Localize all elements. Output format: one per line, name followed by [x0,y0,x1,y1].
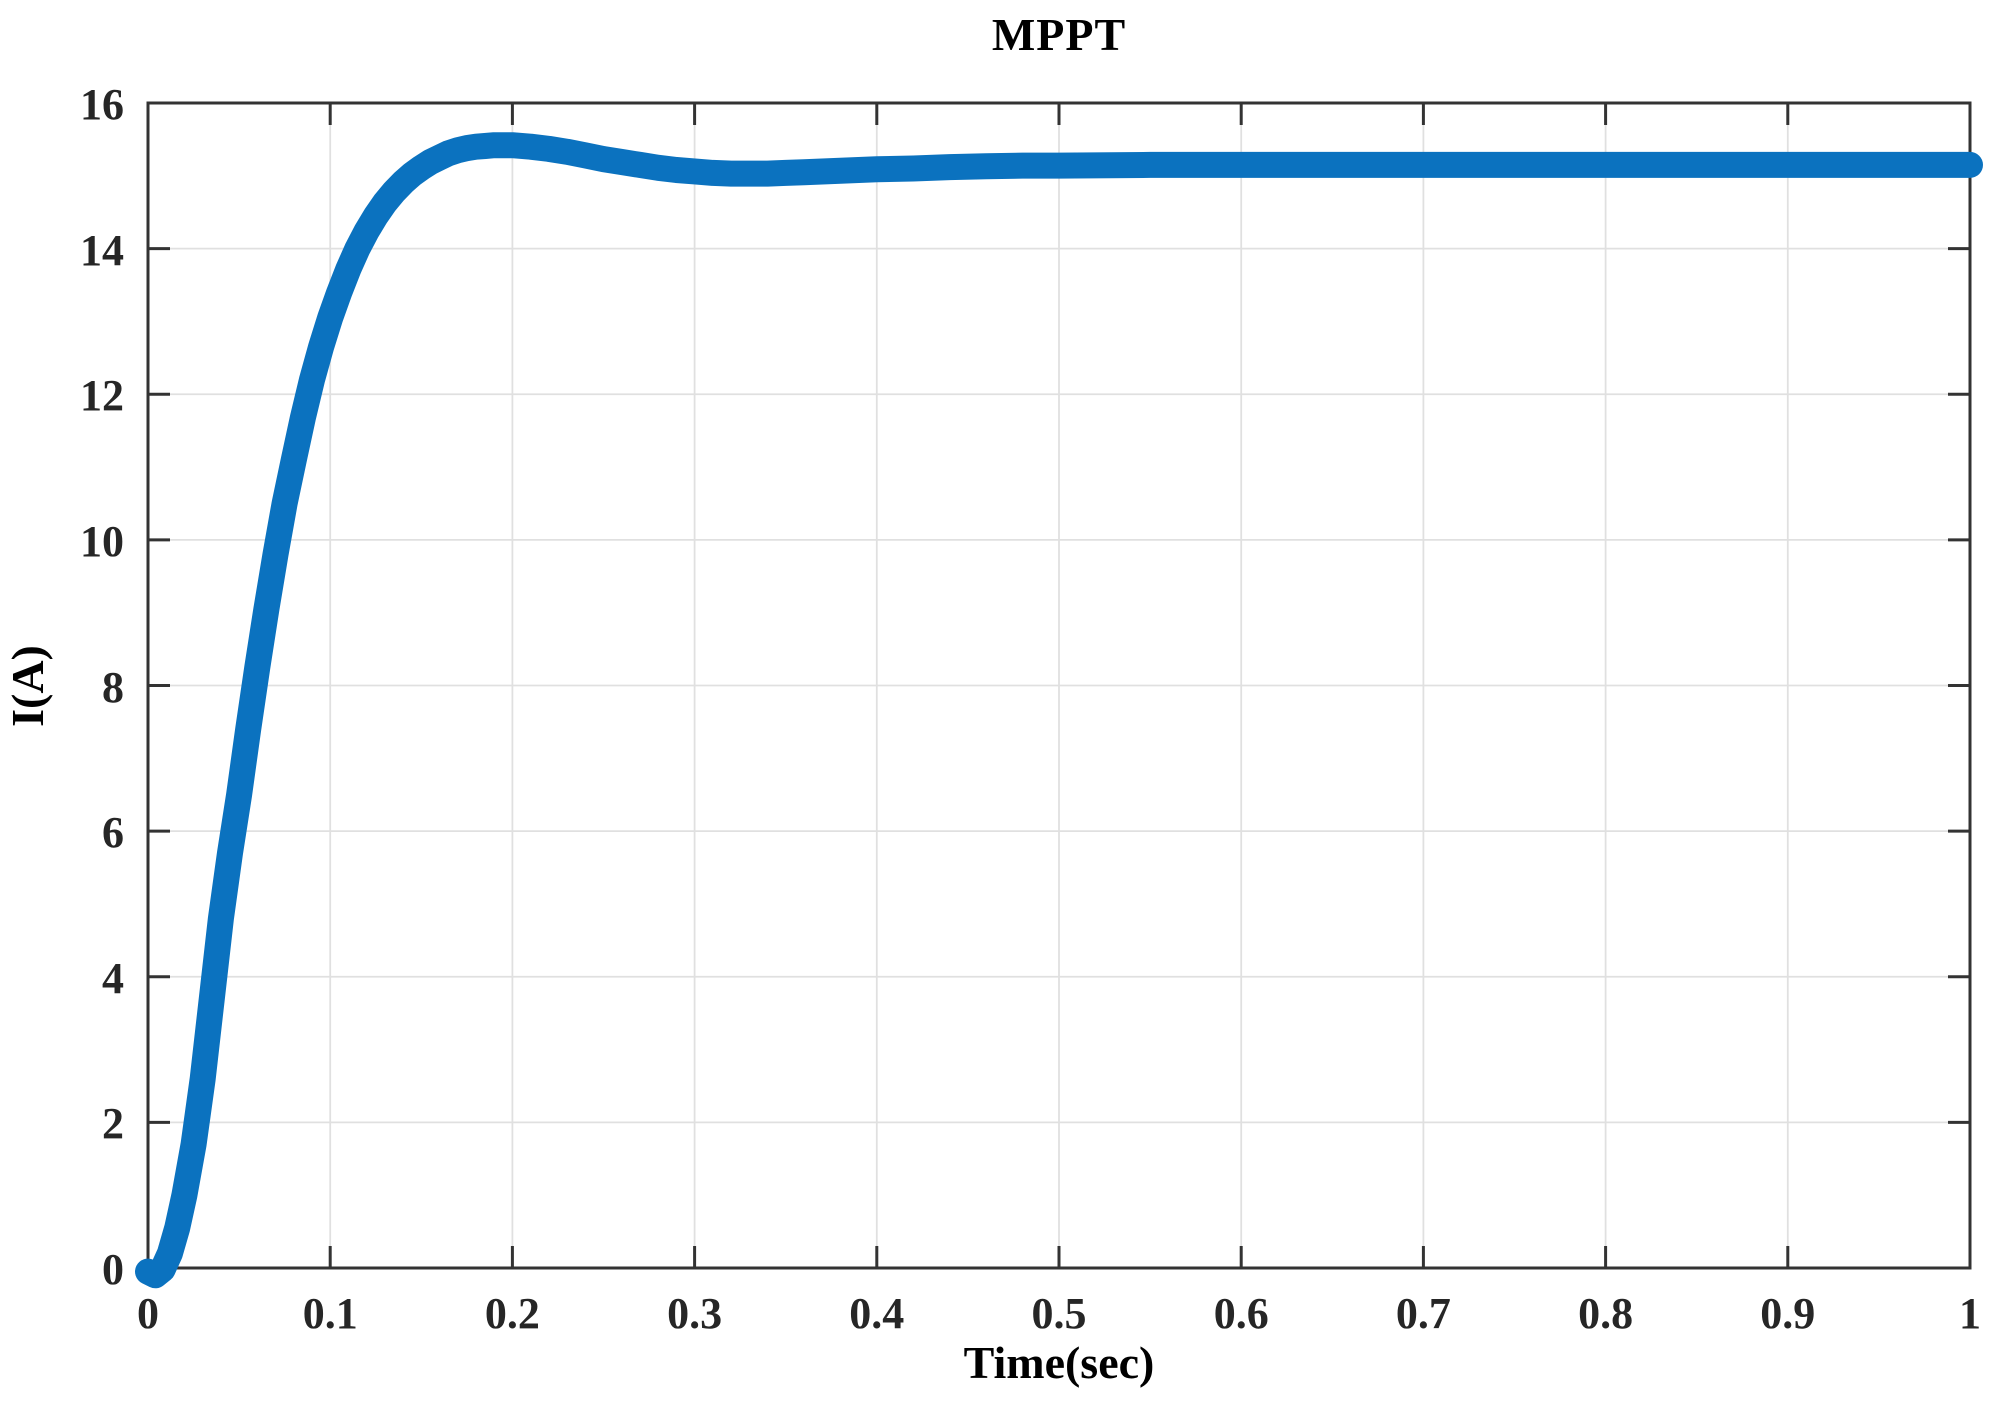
x-axis-label: Time(sec) [963,1337,1155,1388]
x-tick-label: 0.8 [1578,1289,1634,1338]
x-tick-label: 0.1 [302,1289,358,1338]
x-tick-label: 0.2 [484,1289,540,1338]
x-tick-label: 0.3 [667,1289,723,1338]
x-tick-label: 1 [1959,1289,1981,1338]
y-tick-label: 12 [80,371,124,421]
x-tick-label: 0.5 [1031,1289,1087,1338]
x-tick-label: 0 [137,1289,159,1338]
y-tick-label: 14 [80,225,124,275]
y-tick-label: 4 [102,953,124,1003]
current-curve [135,132,1983,1289]
x-tick-label: 0.4 [849,1289,905,1338]
x-tick-label: 0.6 [1213,1289,1269,1338]
y-tick-label: 2 [102,1099,124,1149]
y-tick-label: 6 [102,808,124,858]
y-tick-label: 10 [80,516,124,566]
y-tick-label: 16 [80,80,124,129]
y-tick-label: 0 [102,1245,124,1294]
x-tick-label: 0.9 [1760,1289,1816,1338]
x-tick-label: 0.7 [1395,1289,1451,1338]
y-tick-label: 8 [102,662,124,712]
chart-title: MPPT [991,9,1127,60]
